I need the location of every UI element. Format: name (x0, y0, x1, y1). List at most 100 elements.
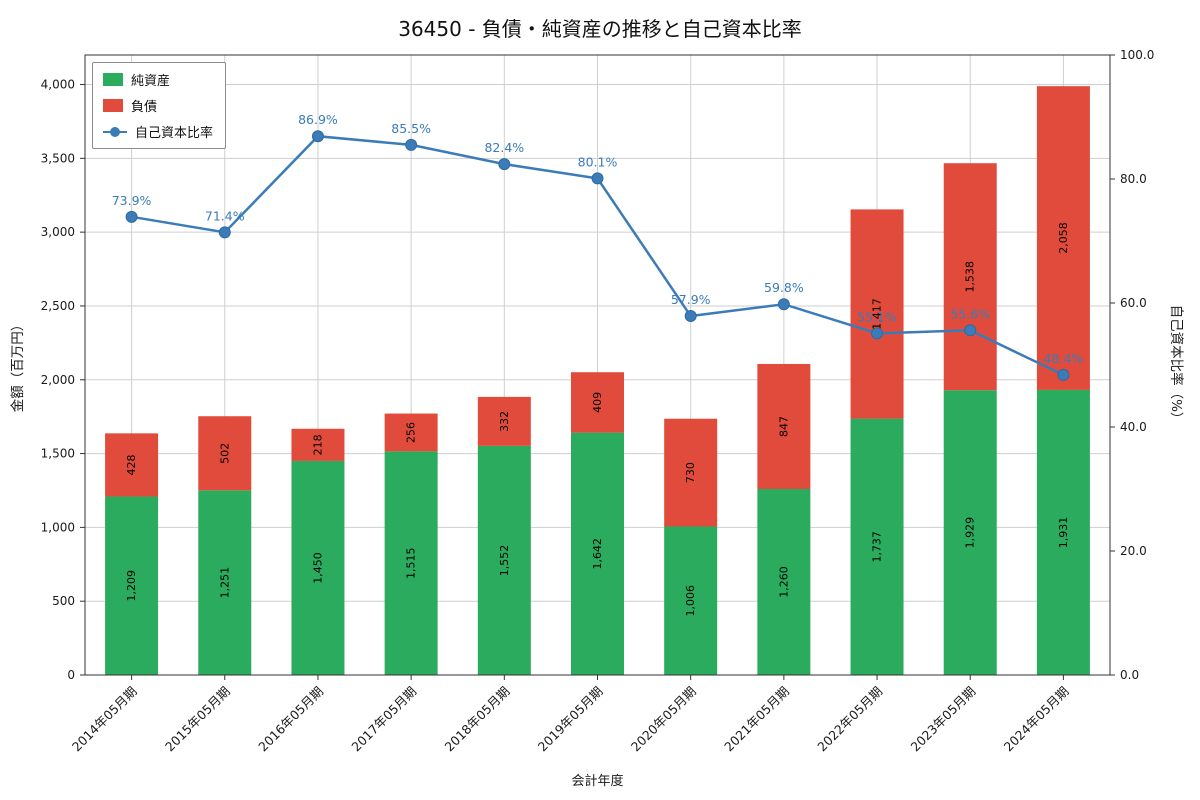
bar-segment-net-assets (384, 451, 438, 675)
bar-segment-liabilities (664, 418, 718, 527)
ratio-label: 55.6% (950, 306, 990, 321)
y-axis-right: 0.0 20.0 40.0 60.0 80.0 100.0 (1110, 48, 1154, 682)
bar-segment-net-assets (943, 390, 997, 675)
y-axis-left-title: 金額（百万円） (10, 318, 26, 413)
liabilities-value-label: 730 (684, 462, 697, 483)
net-assets-swatch (103, 73, 123, 86)
bar-segment-net-assets (477, 445, 531, 675)
liabilities-value-label: 218 (311, 434, 324, 455)
liabilities-value-label: 502 (218, 443, 231, 464)
bar-segment-liabilities (477, 396, 531, 446)
line-marker (311, 130, 324, 143)
line-marker (125, 210, 138, 223)
ratio-label: 57.9% (671, 292, 711, 307)
ratio-label: 71.4% (205, 208, 245, 223)
x-tick-label: 2018年05月期 (442, 684, 513, 755)
legend-label-equity-ratio: 自己資本比率 (135, 126, 214, 141)
liabilities-value-label: 428 (125, 454, 138, 475)
y-axis-right-title: 自己資本比率（%） (1168, 305, 1185, 426)
legend-item-net-assets: 純資産 (103, 70, 213, 89)
y-right-tick-label: 40.0 (1120, 420, 1147, 434)
bar-segment-liabilities (384, 413, 438, 452)
bar-segment-net-assets (1036, 389, 1090, 675)
liabilities-value-label: 847 (777, 416, 790, 437)
bar-segment-liabilities (291, 428, 345, 461)
ratio-labels: 73.9% 71.4% 86.9% 85.5% 82.4% 80.1% 57.9% 59.8%… (112, 112, 1084, 366)
y-left-tick-label: 500 (52, 594, 75, 608)
y-right-tick-label: 80.0 (1120, 172, 1147, 186)
bar-segment-liabilities (850, 209, 904, 419)
y-axis-left: 0 500 1,000 1,500 2,000 2,500 3,000 3,500 4,000 (41, 78, 85, 682)
equity-ratio-line-sample (103, 125, 127, 138)
y-right-tick-label: 60.0 (1120, 296, 1147, 310)
x-tick-label: 2024年05月期 (1001, 684, 1072, 755)
bar-segment-net-assets (850, 418, 904, 675)
ratio-label: 85.5% (391, 121, 431, 136)
liabilities-value-label: 1,417 (871, 298, 884, 330)
ratio-label: 59.8% (764, 280, 804, 295)
net-assets-value-label: 1,006 (684, 585, 697, 617)
bar-segment-liabilities (1036, 86, 1090, 390)
x-tick-label: 2022年05月期 (814, 684, 885, 755)
liabilities-value-label: 2,058 (1057, 222, 1070, 254)
ratio-label: 82.4% (484, 140, 524, 155)
bars (105, 86, 1090, 675)
legend-label-net-assets: 純資産 (131, 74, 171, 89)
net-assets-value-label: 1,515 (405, 547, 418, 579)
y-left-tick-label: 1,500 (41, 447, 75, 461)
y-left-tick-label: 4,000 (41, 78, 75, 92)
bar-segment-liabilities (198, 416, 252, 491)
bar-segment-net-assets (105, 496, 159, 675)
bar-segment-net-assets (757, 489, 811, 675)
bar-segment-liabilities (943, 163, 997, 391)
legend: 純資産 負債 自己資本比率 (92, 62, 227, 149)
line-marker (964, 324, 977, 337)
line-marker (1057, 368, 1070, 381)
x-tick-label: 2023年05月期 (907, 684, 978, 755)
net-assets-value-label: 1,737 (871, 531, 884, 563)
y-left-tick-label: 1,000 (41, 520, 75, 534)
x-tick-label: 2020年05月期 (628, 684, 699, 755)
liabilities-value-label: 332 (498, 411, 511, 432)
y-right-tick-label: 20.0 (1120, 544, 1147, 558)
y-right-tick-label: 100.0 (1120, 48, 1154, 62)
liabilities-swatch (103, 99, 123, 112)
ratio-label: 73.9% (112, 193, 152, 208)
net-assets-value-label: 1,260 (777, 566, 790, 598)
x-axis: 2014年05月期 2015年05月期 2016年05月期 2017年05月期 2018… (69, 675, 1072, 754)
y-left-tick-label: 3,000 (41, 225, 75, 239)
net-assets-value-label: 1,642 (591, 538, 604, 570)
liabilities-value-label: 409 (591, 392, 604, 413)
x-tick-label: 2014年05月期 (69, 684, 140, 755)
net-assets-value-label: 1,450 (311, 552, 324, 584)
x-tick-label: 2021年05月期 (721, 684, 792, 755)
ratio-label: 48.4% (1044, 351, 1084, 366)
liabilities-value-label: 256 (405, 422, 418, 443)
ratio-label: 86.9% (298, 112, 338, 127)
x-tick-label: 2016年05月期 (255, 684, 326, 755)
bar-segment-net-assets (571, 432, 624, 675)
bar-segment-net-assets (198, 490, 252, 675)
legend-label-liabilities: 負債 (131, 100, 158, 115)
line-marker (777, 298, 790, 311)
line-markers (125, 130, 1070, 381)
bar-segment-net-assets (291, 460, 345, 675)
y-right-tick-label: 0.0 (1120, 668, 1139, 682)
ratio-label: 55.1% (857, 309, 897, 324)
bar-segment-liabilities (105, 433, 159, 497)
x-axis-title: 会計年度 (571, 773, 623, 789)
bar-segment-liabilities (757, 363, 811, 489)
y-left-tick-label: 2,000 (41, 373, 75, 387)
net-assets-value-label: 1,552 (498, 545, 511, 577)
ratio-label: 80.1% (578, 154, 618, 169)
bar-value-labels: 1,209 428 1,251 502 1,450 218 1,515 256 1,552 332… (125, 222, 1070, 616)
net-assets-value-label: 1,209 (125, 570, 138, 602)
bar-segment-net-assets (664, 526, 718, 675)
line-marker (498, 158, 511, 171)
net-assets-value-label: 1,931 (1057, 517, 1070, 549)
y-left-tick-label: 3,500 (41, 151, 75, 165)
chart-title: 36450 - 負債・純資産の推移と自己資本比率 (398, 17, 802, 41)
legend-item-equity-ratio: 自己資本比率 (103, 122, 213, 141)
